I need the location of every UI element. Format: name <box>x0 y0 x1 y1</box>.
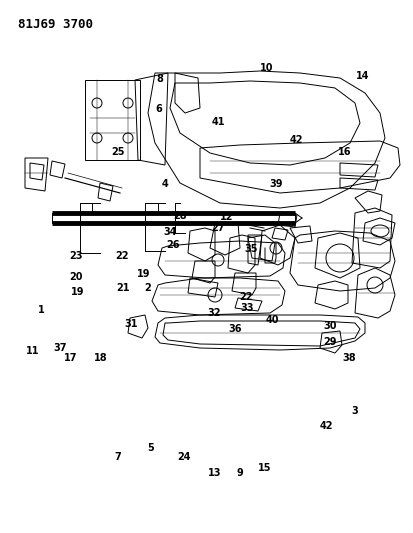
Text: 81J69 3700: 81J69 3700 <box>18 18 93 31</box>
Text: 7: 7 <box>114 453 121 462</box>
Text: 35: 35 <box>244 245 258 254</box>
Text: 15: 15 <box>258 463 271 473</box>
Text: 20: 20 <box>70 272 83 282</box>
Text: 2: 2 <box>145 283 151 293</box>
Text: 16: 16 <box>338 147 351 157</box>
Text: 27: 27 <box>211 223 225 233</box>
Text: 18: 18 <box>95 353 108 363</box>
Text: 42: 42 <box>290 135 303 144</box>
Text: 5: 5 <box>147 443 154 453</box>
Text: 31: 31 <box>125 319 138 329</box>
Text: 19: 19 <box>137 270 150 279</box>
Text: 14: 14 <box>356 71 369 80</box>
Text: 17: 17 <box>64 353 77 363</box>
Text: 42: 42 <box>320 422 333 431</box>
Text: 28: 28 <box>173 211 186 221</box>
Text: 29: 29 <box>324 337 337 347</box>
Text: 3: 3 <box>352 407 358 416</box>
Text: 41: 41 <box>211 117 225 126</box>
Text: 13: 13 <box>208 469 221 478</box>
Text: 39: 39 <box>269 179 282 189</box>
Text: 25: 25 <box>111 147 124 157</box>
Text: 23: 23 <box>70 251 83 261</box>
Text: 34: 34 <box>164 227 177 237</box>
Text: 37: 37 <box>53 343 66 352</box>
Text: 38: 38 <box>342 353 356 363</box>
Text: 8: 8 <box>157 74 164 84</box>
Text: 30: 30 <box>324 321 337 331</box>
Text: 24: 24 <box>177 453 190 462</box>
Text: 9: 9 <box>236 469 243 478</box>
Text: 4: 4 <box>162 179 169 189</box>
Text: 1: 1 <box>38 305 45 315</box>
Text: 19: 19 <box>71 287 84 297</box>
Text: 10: 10 <box>260 63 273 73</box>
Text: 6: 6 <box>156 104 162 114</box>
Text: 12: 12 <box>220 213 233 222</box>
Text: 36: 36 <box>229 325 242 334</box>
Text: 26: 26 <box>166 240 179 250</box>
Text: 32: 32 <box>207 309 221 318</box>
Text: 22: 22 <box>239 293 252 302</box>
Text: 22: 22 <box>115 251 128 261</box>
Text: 40: 40 <box>266 315 279 325</box>
Text: 11: 11 <box>26 346 40 356</box>
Text: 21: 21 <box>116 283 130 293</box>
Text: 33: 33 <box>240 303 254 313</box>
